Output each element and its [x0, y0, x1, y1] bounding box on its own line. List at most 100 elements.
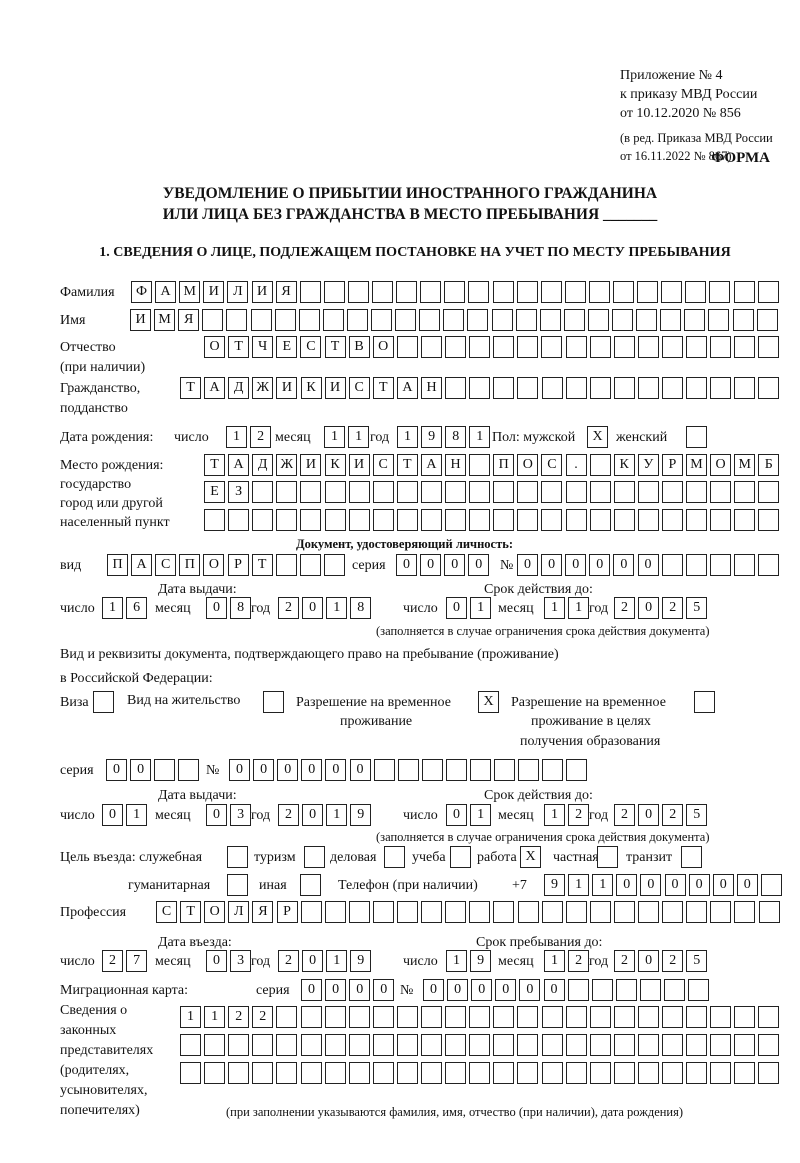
birthplace-cell[interactable] — [565, 509, 587, 531]
profession-cell[interactable] — [565, 901, 587, 923]
citizenship-cell[interactable]: Д — [228, 377, 250, 399]
patronymic-cell[interactable] — [661, 336, 683, 358]
birthplace-cell[interactable] — [469, 454, 491, 476]
sex-female-checkbox[interactable] — [686, 426, 707, 448]
surname-cell[interactable]: А — [155, 281, 177, 303]
valid-day-cell[interactable]: 0 — [446, 597, 467, 619]
birth-year-cell[interactable]: 1 — [397, 426, 418, 448]
purpose-transit-checkbox[interactable] — [681, 846, 702, 868]
patronymic-cell[interactable] — [710, 336, 732, 358]
name-cell[interactable] — [684, 309, 706, 331]
birthplace-cell[interactable]: М — [734, 454, 756, 476]
profession-cell[interactable] — [638, 901, 659, 923]
issue-month-cell[interactable]: 0 — [206, 804, 227, 826]
issue-day-cell[interactable]: 0 — [102, 804, 123, 826]
name-cell[interactable]: И — [130, 309, 151, 331]
permit-series-cell[interactable]: 0 — [130, 759, 152, 781]
permit-number-cell[interactable] — [518, 759, 540, 781]
representatives-cell[interactable] — [396, 1006, 418, 1028]
representatives-cell[interactable] — [686, 1062, 708, 1084]
birthplace-cell[interactable] — [541, 509, 563, 531]
purpose-tourism-checkbox[interactable] — [304, 846, 325, 868]
birthplace-cell[interactable] — [445, 481, 466, 503]
birthplace-cell[interactable] — [420, 481, 442, 503]
name-cell[interactable] — [756, 309, 778, 331]
phone-cell[interactable]: 9 — [544, 874, 565, 896]
citizenship-cell[interactable] — [613, 377, 635, 399]
birthplace-cell[interactable] — [686, 509, 707, 531]
birthplace-cell[interactable] — [493, 481, 515, 503]
birthplace-cell[interactable] — [252, 481, 274, 503]
valid-day-cell[interactable]: 1 — [470, 804, 492, 826]
birthplace-cell[interactable] — [372, 509, 394, 531]
representatives-cell[interactable] — [445, 1062, 467, 1084]
valid-year-cell[interactable]: 5 — [686, 597, 708, 619]
citizenship-cell[interactable] — [637, 377, 659, 399]
patronymic-cell[interactable]: Т — [324, 336, 346, 358]
profession-cell[interactable] — [662, 901, 684, 923]
birthplace-cell[interactable]: И — [348, 454, 370, 476]
entry-year-cell[interactable]: 9 — [350, 950, 372, 972]
surname-cell[interactable]: И — [203, 281, 225, 303]
migration-series-cell[interactable]: 0 — [325, 979, 347, 1001]
entry-month-cell[interactable]: 0 — [206, 950, 227, 972]
valid-year-cell[interactable]: 5 — [686, 804, 708, 826]
permit-series-cell[interactable] — [178, 759, 200, 781]
citizenship-cell[interactable] — [565, 377, 587, 399]
name-cell[interactable] — [708, 309, 730, 331]
profession-cell[interactable] — [758, 901, 780, 923]
phone-cell[interactable]: 0 — [688, 874, 710, 896]
birthplace-cell[interactable] — [469, 509, 491, 531]
profession-cell[interactable] — [324, 901, 346, 923]
surname-cell[interactable] — [709, 281, 731, 303]
valid-day-cell[interactable]: 1 — [470, 597, 492, 619]
surname-cell[interactable] — [372, 281, 393, 303]
name-cell[interactable] — [515, 309, 537, 331]
name-cell[interactable]: М — [154, 309, 176, 331]
citizenship-cell[interactable] — [758, 377, 780, 399]
birthplace-cell[interactable]: Е — [204, 481, 225, 503]
birthplace-cell[interactable] — [661, 481, 683, 503]
purpose-other-checkbox[interactable] — [300, 874, 321, 896]
patronymic-cell[interactable]: Т — [228, 336, 250, 358]
birthplace-cell[interactable]: О — [517, 454, 539, 476]
birthplace-cell[interactable]: А — [228, 454, 250, 476]
patronymic-cell[interactable] — [420, 336, 442, 358]
valid-day-cell[interactable]: 0 — [446, 804, 467, 826]
migration-number-cell[interactable] — [688, 979, 710, 1001]
permit-number-cell[interactable]: 0 — [253, 759, 275, 781]
birthplace-cell[interactable] — [613, 509, 635, 531]
phone-cell[interactable] — [760, 874, 782, 896]
name-cell[interactable] — [539, 309, 561, 331]
doc-kind-cell[interactable]: П — [107, 554, 128, 576]
profession-cell[interactable]: Р — [276, 901, 298, 923]
surname-cell[interactable] — [637, 281, 659, 303]
birthplace-cell[interactable] — [589, 509, 611, 531]
birthplace-cell[interactable]: Н — [445, 454, 466, 476]
birthplace-cell[interactable]: З — [228, 481, 250, 503]
representatives-cell[interactable] — [372, 1006, 394, 1028]
surname-cell[interactable]: Я — [275, 281, 297, 303]
representatives-cell[interactable] — [710, 1034, 732, 1056]
birthplace-cell[interactable]: Д — [252, 454, 274, 476]
stay-month-cell[interactable]: 1 — [544, 950, 565, 972]
permit-number-cell[interactable]: 0 — [349, 759, 371, 781]
patronymic-cell[interactable] — [517, 336, 539, 358]
doc-kind-cell[interactable] — [323, 554, 345, 576]
birthplace-cell[interactable] — [445, 509, 466, 531]
phone-cell[interactable]: 0 — [640, 874, 662, 896]
doc-kind-cell[interactable]: П — [179, 554, 201, 576]
migration-number-cell[interactable]: 0 — [495, 979, 517, 1001]
citizenship-cell[interactable]: Н — [421, 377, 442, 399]
profession-cell[interactable] — [421, 901, 443, 923]
permit-number-cell[interactable] — [445, 759, 467, 781]
patronymic-cell[interactable] — [686, 336, 707, 358]
migration-series-cell[interactable]: 0 — [301, 979, 322, 1001]
valid-month-cell[interactable]: 1 — [544, 597, 565, 619]
issue-month-cell[interactable]: 8 — [230, 597, 252, 619]
valid-year-cell[interactable]: 2 — [662, 597, 684, 619]
birthplace-cell[interactable] — [758, 509, 780, 531]
citizenship-cell[interactable]: И — [276, 377, 298, 399]
representatives-cell[interactable] — [421, 1062, 442, 1084]
profession-cell[interactable] — [541, 901, 563, 923]
